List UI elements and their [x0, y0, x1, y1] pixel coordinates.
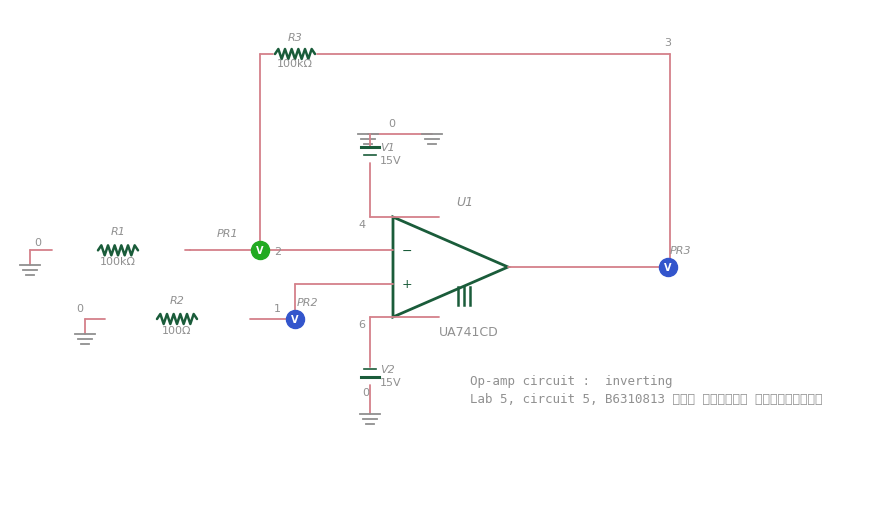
Text: 3: 3: [665, 38, 672, 48]
Text: R1: R1: [110, 227, 126, 237]
Text: V: V: [291, 315, 299, 324]
Text: U1: U1: [456, 195, 473, 209]
Text: 15V: 15V: [380, 377, 401, 387]
Text: Op-amp circuit :  inverting: Op-amp circuit : inverting: [470, 374, 673, 387]
Text: PR3: PR3: [670, 245, 691, 256]
Text: 4: 4: [358, 219, 365, 230]
Text: +: +: [402, 277, 413, 291]
Text: 0: 0: [77, 303, 83, 314]
Text: 100Ω: 100Ω: [163, 325, 192, 335]
Text: V1: V1: [380, 143, 395, 153]
Text: R3: R3: [287, 33, 302, 43]
Text: 15V: 15V: [380, 156, 401, 165]
Text: 1: 1: [273, 303, 280, 314]
Text: R2: R2: [170, 295, 185, 305]
Text: 0: 0: [34, 238, 41, 248]
Text: PR1: PR1: [217, 229, 238, 239]
Text: 0: 0: [388, 119, 395, 129]
Text: 6: 6: [358, 319, 365, 329]
Text: UA741CD: UA741CD: [439, 325, 499, 338]
Text: −: −: [402, 244, 413, 258]
Text: V: V: [664, 263, 672, 272]
Text: 2: 2: [274, 247, 281, 257]
Text: PR2: PR2: [297, 297, 318, 307]
Text: 0: 0: [362, 387, 369, 397]
Text: V: V: [256, 246, 263, 256]
Text: 100kΩ: 100kΩ: [277, 59, 313, 69]
Text: Lab 5, circuit 5, B6310813 นาย วรพงศ์ จันทร์เปา: Lab 5, circuit 5, B6310813 นาย วรพงศ์ จั…: [470, 392, 822, 405]
Text: V2: V2: [380, 364, 395, 374]
Text: 100kΩ: 100kΩ: [100, 257, 136, 267]
